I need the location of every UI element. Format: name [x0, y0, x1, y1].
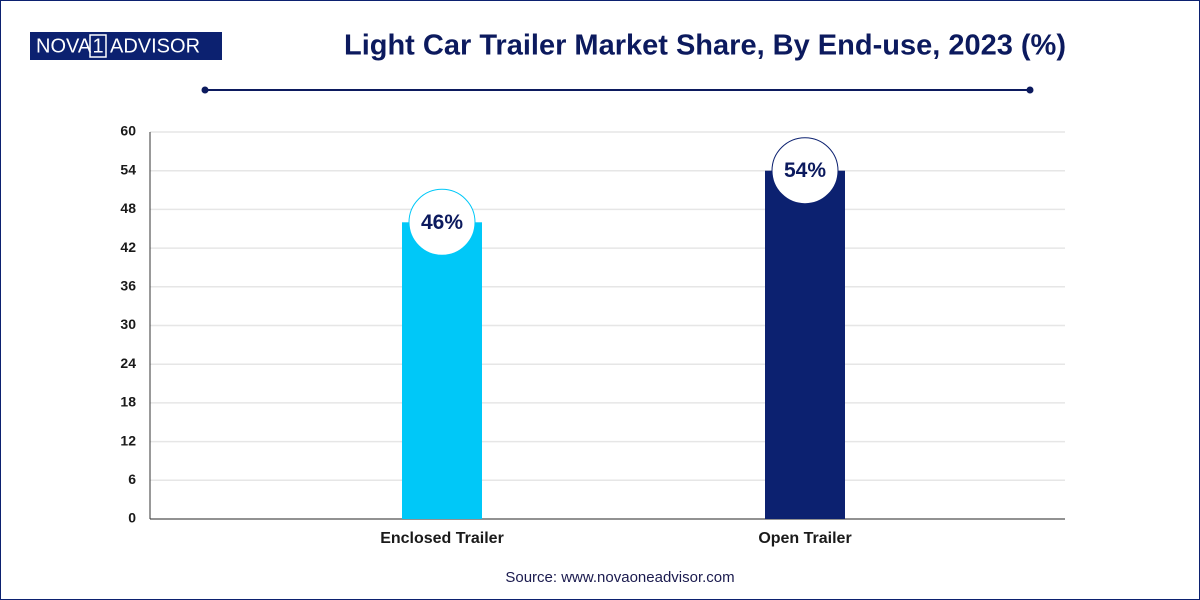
y-tick-label: 18 [120, 394, 136, 410]
bar [402, 222, 482, 520]
y-tick-label: 42 [120, 239, 136, 255]
value-label: 54% [784, 159, 826, 182]
y-tick-label: 6 [128, 471, 136, 487]
logo-text: 1 [92, 35, 103, 57]
logo-frame [89, 34, 107, 58]
y-tick-label: 48 [120, 200, 136, 216]
logo: NOVA 1 ADVISOR [30, 32, 222, 60]
logo-box [30, 32, 222, 60]
value-badge [408, 188, 476, 256]
value-badge [771, 137, 839, 205]
value-label: 46% [421, 211, 463, 234]
x-tick-label: Open Trailer [758, 530, 851, 547]
x-tick-label: Enclosed Trailer [380, 530, 504, 547]
chart-title: Light Car Trailer Market Share, By End-u… [344, 30, 1066, 62]
rule-dot [1026, 86, 1034, 94]
source-note: Source: www.novaoneadvisor.com [505, 569, 734, 586]
y-tick-label: 36 [120, 278, 136, 294]
y-tick-label: 12 [120, 432, 136, 448]
y-tick-label: 54 [120, 161, 136, 177]
y-tick-label: 60 [120, 123, 136, 139]
logo-text: NOVA [36, 35, 92, 57]
logo-text: ADVISOR [110, 35, 200, 57]
y-tick-label: 24 [120, 355, 136, 371]
y-tick-label: 30 [120, 316, 136, 332]
bar [765, 170, 845, 519]
y-tick-label: 0 [128, 510, 136, 526]
rule-dot [201, 86, 209, 94]
